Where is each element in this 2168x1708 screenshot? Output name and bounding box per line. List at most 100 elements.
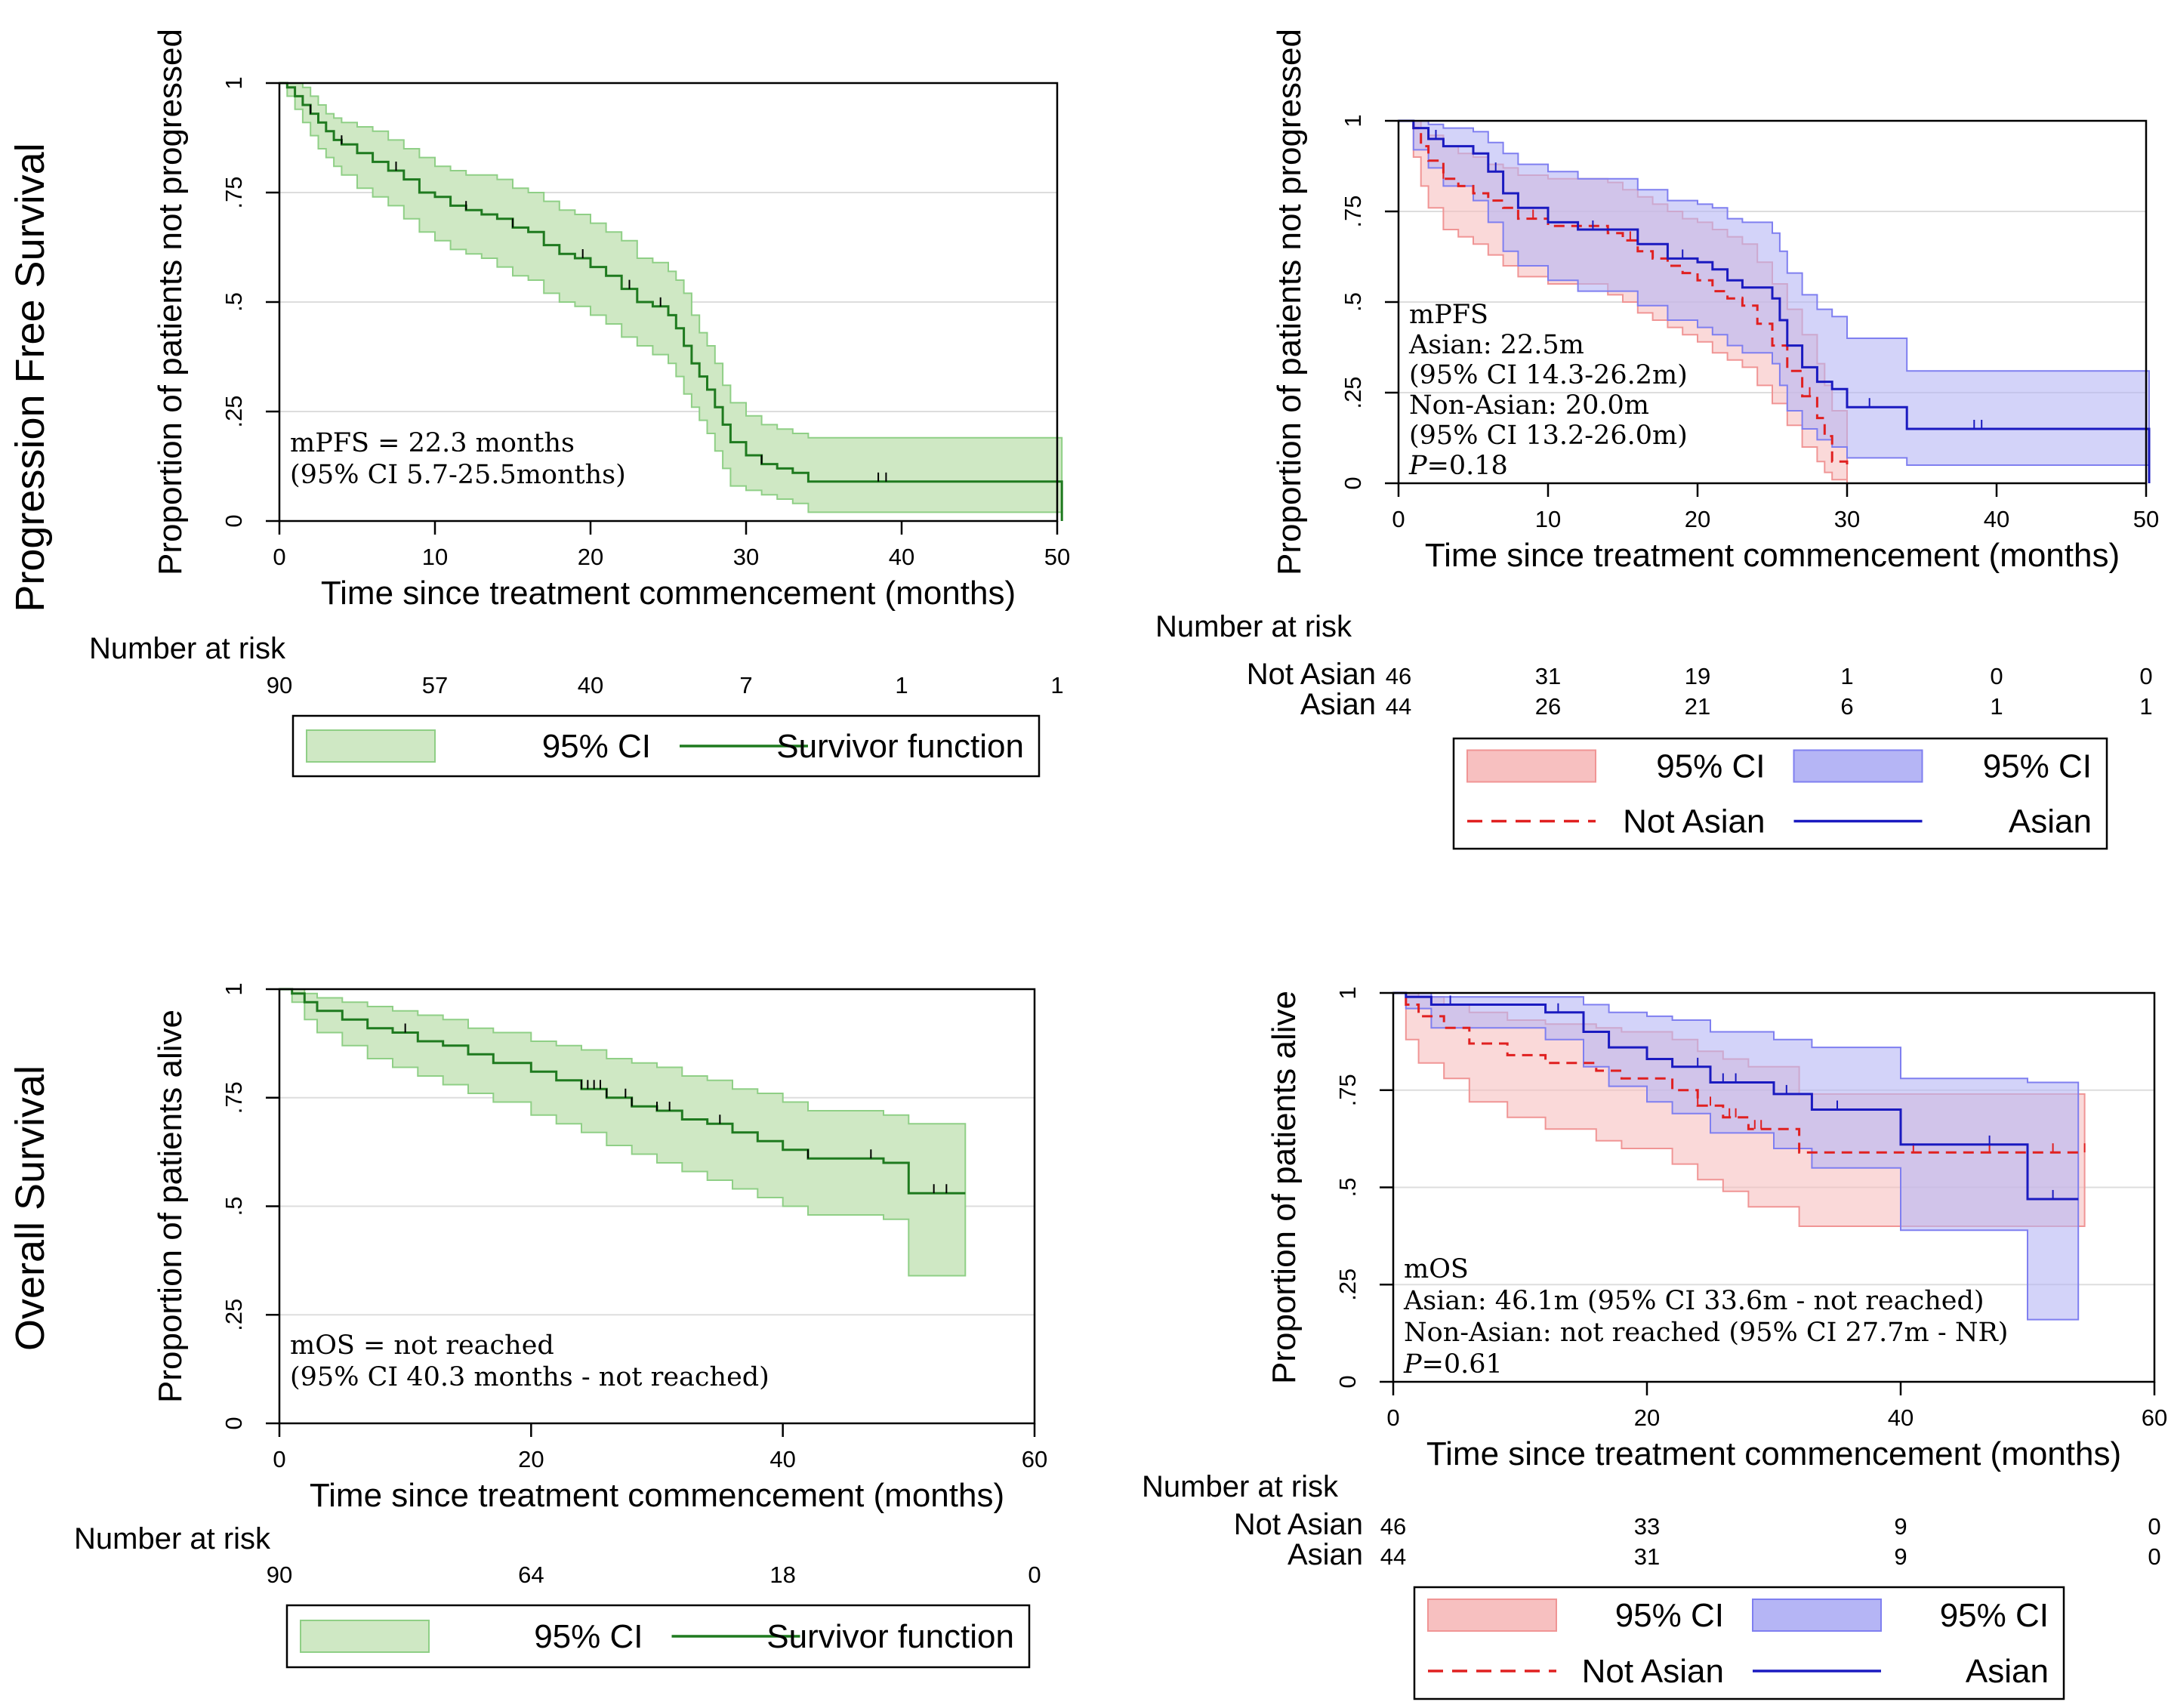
y-axis-title: Proportion of patients alive [1266,991,1303,1384]
x-tick-label: 30 [733,544,759,570]
x-tick-label: 50 [2133,506,2159,532]
risk-value: 7 [739,672,752,698]
annotation-line: Asian: 22.5m [1408,330,1584,360]
survival-line-survivor-function [279,988,966,1195]
legend-label: 95% CI [1656,748,1765,785]
legend-label: 95% CI [534,1618,643,1655]
x-tick-label: 60 [1022,1446,1047,1472]
y-tick-label: .25 [221,1299,247,1331]
row-title-pfs: Progression Free Survival [8,143,53,612]
y-axis-title: Proportion of patients not progressed [1271,29,1308,575]
annotation-line: Non-Asian: 20.0m [1409,390,1649,421]
x-tick-label: 0 [273,544,285,570]
x-tick-label: 10 [422,544,448,570]
risk-value: 31 [1634,1543,1660,1570]
risk-value: 1 [2139,693,2152,720]
x-axis-title: Time since treatment commencement (month… [321,575,1016,612]
annotation-line: Non-Asian: not reached (95% CI 27.7m - N… [1404,1318,2008,1348]
y-tick-label: 0 [221,514,247,527]
risk-value: 44 [1380,1543,1406,1570]
y-tick-label: 0 [221,1417,247,1429]
chart-os_all: 0 .25 .5 .75 1 0 20 40 60 Time since treatment co… [74,982,1047,1669]
y-tick-label: .25 [1340,376,1366,409]
annotation-line: (95% CI 14.3-26.2m) [1409,360,1688,390]
legend-swatch-ci [300,1620,430,1653]
y-tick-label: 0 [1340,476,1366,489]
risk-value: 18 [769,1562,795,1588]
legend: 95% CI 95% CI Not Asian Asian [1452,737,2108,850]
x-tick-label: 50 [1044,544,1070,570]
y-tick-label: 1 [221,76,247,89]
risk-row-label: Asian [1300,688,1376,721]
chart-os_eth: 0 .25 .5 .75 1 0 20 40 60 Time since treatment co… [1142,986,2167,1700]
risk-value: 1 [1050,672,1063,698]
p-symbol: P [1408,451,1428,481]
risk-value: 0 [2139,663,2152,689]
y-tick-label: 1 [1340,114,1366,127]
x-tick-label: 10 [1535,506,1561,532]
legend-swatch-ci [1427,1599,1557,1632]
risk-value: 21 [1685,693,1710,720]
x-tick-label: 20 [518,1446,544,1472]
risk-value: 9 [1894,1543,1907,1570]
legend-label: Not Asian [1582,1653,1724,1690]
x-tick-label: 40 [1984,506,2009,532]
risk-value: 33 [1634,1513,1660,1540]
legend-swatch-ci [1466,749,1596,783]
p-value: =0.18 [1427,451,1508,481]
x-tick-label: 20 [578,544,603,570]
y-tick-label: .25 [1334,1269,1361,1301]
legend-label: Asian [1966,1653,2049,1690]
x-tick-label: 60 [2142,1404,2167,1431]
x-tick-label: 40 [769,1446,795,1472]
risk-table-title: Number at risk [74,1522,271,1555]
survival-line-survivor-function [279,82,1063,521]
survival-line-asian [1393,991,2079,1201]
x-axis-title: Time since treatment commencement (month… [310,1477,1004,1514]
y-tick-label: 1 [1334,986,1361,999]
risk-value: 31 [1535,663,1561,689]
x-tick-label: 40 [889,544,914,570]
risk-value: 0 [1028,1562,1041,1588]
risk-value: 19 [1685,663,1710,689]
legend-label: 95% CI [1940,1597,2049,1634]
y-axis-title: Proportion of patients alive [152,1010,189,1403]
x-tick-label: 0 [1392,506,1405,532]
annotation-line: P=0.61 [1403,1349,1503,1380]
y-tick-label: .75 [1340,195,1366,227]
risk-row-label: Asian [1288,1538,1363,1571]
annotation-line: mPFS [1409,300,1488,330]
risk-value: 1 [895,672,908,698]
risk-row-label: Not Asian [1234,1508,1363,1541]
survival-line-not-asian [1399,119,1849,469]
risk-value: 0 [2148,1543,2160,1570]
legend-label: Survivor function [766,1618,1014,1655]
risk-value: 46 [1386,663,1411,689]
risk-value: 1 [1840,663,1853,689]
y-tick-label: .5 [221,1197,247,1216]
legend-label: Not Asian [1623,803,1765,840]
survival-line-not-asian [1393,991,2085,1154]
risk-value: 44 [1386,693,1411,720]
risk-value: 90 [267,1562,292,1588]
ci-band-survivor-function [279,988,967,1277]
p-value: =0.61 [1422,1349,1503,1380]
ci-band-asian [1393,992,2080,1321]
risk-value: 40 [578,672,603,698]
x-tick-label: 40 [1888,1404,1914,1431]
y-tick-label: 0 [1334,1375,1361,1388]
legend: 95% CI 95% CI Not Asian Asian [1413,1586,2065,1700]
risk-value: 90 [267,672,292,698]
legend-swatch-ci [1752,1599,1882,1632]
x-tick-label: 20 [1685,506,1710,532]
risk-value: 46 [1380,1513,1406,1540]
legend: 95% CI Survivor function [285,1604,1031,1669]
x-tick-label: 20 [1634,1404,1660,1431]
risk-value: 26 [1535,693,1561,720]
legend-swatch-ci [306,729,436,763]
annotation-line: (95% CI 5.7-25.5months) [290,460,626,490]
row-title-os: Overall Survival [8,1065,53,1351]
